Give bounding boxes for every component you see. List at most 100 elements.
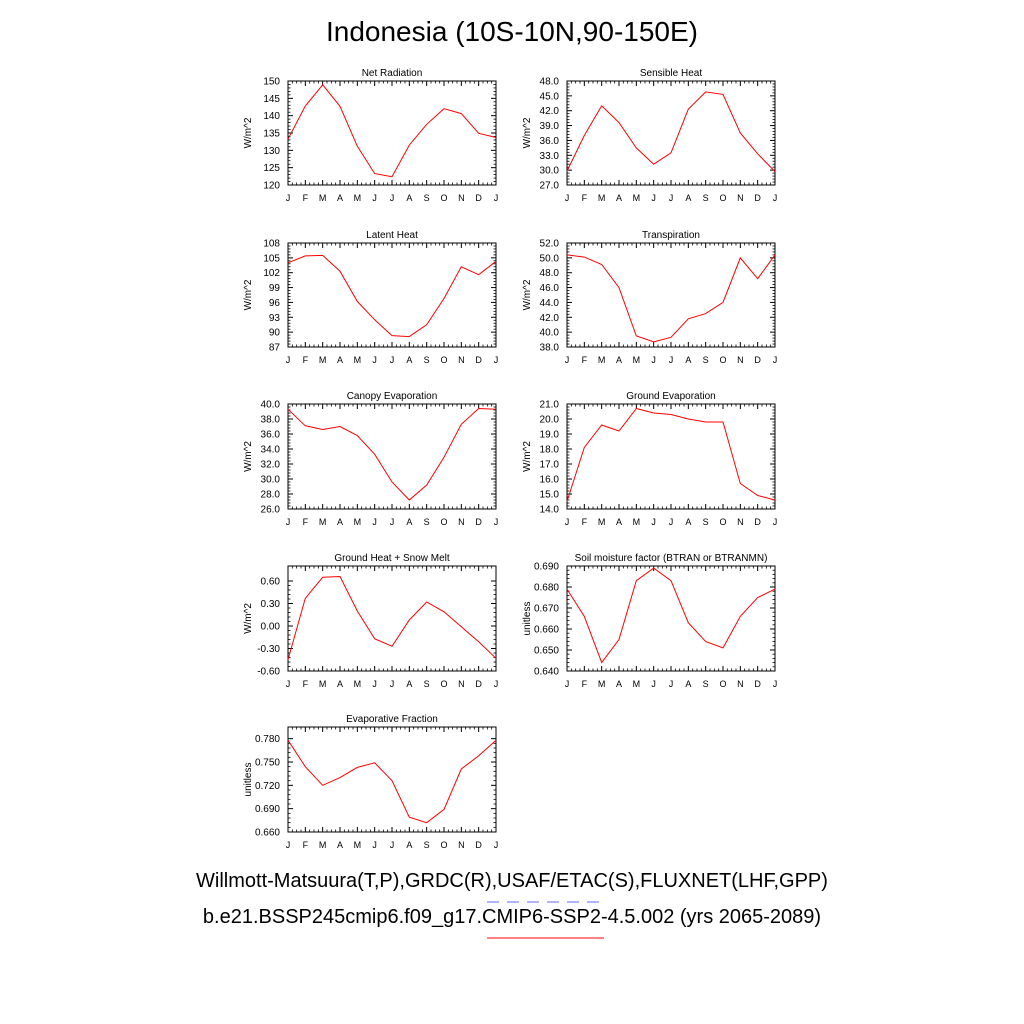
y-axis-label: W/m^2 xyxy=(522,279,533,310)
footer-model-case: b.e21.BSSP245cmip6.f09_g17.CMIP6-SSP2-4.… xyxy=(202,906,822,928)
x-tick-label: J xyxy=(372,517,377,527)
x-tick-label: J xyxy=(372,840,377,850)
plot-frame xyxy=(287,80,497,186)
x-tick-label: N xyxy=(458,193,465,203)
x-tick-label: D xyxy=(754,679,761,689)
x-tick-label: A xyxy=(685,355,691,365)
x-tick-label: J xyxy=(565,355,570,365)
x-tick-label: A xyxy=(616,679,622,689)
x-tick-label: S xyxy=(703,679,709,689)
y-tick-label: 14.0 xyxy=(540,505,560,516)
y-tick-label: 90 xyxy=(269,328,281,339)
x-tick-label: J xyxy=(494,193,499,203)
y-tick-label: 15.0 xyxy=(540,490,560,501)
x-tick-label: A xyxy=(685,193,691,203)
y-tick-label: 34.0 xyxy=(261,445,281,456)
series-line xyxy=(287,254,497,338)
series-line xyxy=(287,739,497,824)
x-tick-label: D xyxy=(475,517,482,527)
x-tick-label: F xyxy=(582,355,588,365)
y-tick-label: 96 xyxy=(269,298,281,309)
y-tick-label: 0.750 xyxy=(255,758,280,769)
x-tick-label: F xyxy=(582,679,588,689)
x-tick-label: M xyxy=(598,517,606,527)
x-tick-label: F xyxy=(303,840,309,850)
y-tick-label: 145 xyxy=(263,94,280,105)
panel-title: Latent Heat xyxy=(366,230,418,241)
plot-frame xyxy=(566,242,776,348)
y-tick-label: 48.0 xyxy=(540,77,560,88)
y-tick-label: 135 xyxy=(263,129,280,140)
x-tick-label: A xyxy=(406,840,412,850)
x-tick-label: J xyxy=(390,840,395,850)
x-tick-label: A xyxy=(406,679,412,689)
series-line xyxy=(287,84,497,178)
x-tick-label: M xyxy=(319,355,327,365)
y-tick-label: 0.670 xyxy=(534,604,559,615)
x-tick-label: M xyxy=(354,517,362,527)
x-tick-label: J xyxy=(651,517,656,527)
x-tick-label: M xyxy=(319,840,327,850)
y-tick-label: 50.0 xyxy=(540,253,560,264)
y-tick-label: 93 xyxy=(269,313,281,324)
x-tick-label: D xyxy=(475,193,482,203)
x-tick-label: S xyxy=(703,355,709,365)
y-tick-label: 32.0 xyxy=(261,460,281,471)
x-tick-label: S xyxy=(424,193,430,203)
y-tick-label: 45.0 xyxy=(540,91,560,102)
y-tick-label: 0.780 xyxy=(255,734,280,745)
x-tick-label: D xyxy=(475,840,482,850)
x-tick-label: D xyxy=(754,193,761,203)
x-tick-label: J xyxy=(494,840,499,850)
x-tick-label: A xyxy=(616,193,622,203)
y-tick-label: 0.680 xyxy=(534,583,559,594)
y-tick-label: 39.0 xyxy=(540,121,560,132)
y-tick-label: 140 xyxy=(263,111,280,122)
x-tick-label: J xyxy=(390,193,395,203)
y-tick-label: 130 xyxy=(263,146,280,157)
x-tick-label: F xyxy=(303,193,309,203)
x-tick-label: M xyxy=(354,355,362,365)
y-tick-label: 26.0 xyxy=(261,505,281,516)
y-tick-label: 36.0 xyxy=(540,136,560,147)
x-tick-label: J xyxy=(651,355,656,365)
x-tick-label: N xyxy=(458,355,465,365)
x-tick-label: N xyxy=(737,193,744,203)
y-tick-label: 0.30 xyxy=(261,599,281,610)
x-tick-label: A xyxy=(337,679,343,689)
x-tick-label: S xyxy=(424,679,430,689)
x-tick-label: A xyxy=(337,517,343,527)
x-tick-label: N xyxy=(737,679,744,689)
x-tick-label: N xyxy=(458,517,465,527)
x-tick-label: D xyxy=(475,355,482,365)
y-axis-label: W/m^2 xyxy=(243,441,254,472)
y-tick-label: 40.0 xyxy=(540,328,560,339)
x-tick-label: A xyxy=(337,193,343,203)
y-tick-label: 17.0 xyxy=(540,460,560,471)
x-tick-label: F xyxy=(582,517,588,527)
x-tick-label: M xyxy=(354,840,362,850)
x-tick-label: J xyxy=(494,679,499,689)
x-tick-label: J xyxy=(773,355,778,365)
y-axis-label: W/m^2 xyxy=(522,441,533,472)
panel-title: Ground Evaporation xyxy=(626,391,716,402)
x-tick-label: J xyxy=(565,193,570,203)
x-tick-label: J xyxy=(372,679,377,689)
x-tick-label: M xyxy=(598,355,606,365)
x-tick-label: J xyxy=(390,355,395,365)
x-tick-label: O xyxy=(719,679,726,689)
panel-title: Soil moisture factor (BTRAN or BTRANMN) xyxy=(575,553,768,564)
x-tick-label: O xyxy=(440,679,447,689)
x-tick-label: F xyxy=(303,355,309,365)
x-tick-label: O xyxy=(440,355,447,365)
y-tick-label: 52.0 xyxy=(540,239,560,250)
panel-title: Evaporative Fraction xyxy=(346,714,438,725)
y-tick-label: 27.0 xyxy=(540,181,560,192)
x-tick-label: A xyxy=(406,193,412,203)
x-tick-label: A xyxy=(337,355,343,365)
y-axis-label: W/m^2 xyxy=(522,117,533,148)
series-line xyxy=(566,254,776,343)
